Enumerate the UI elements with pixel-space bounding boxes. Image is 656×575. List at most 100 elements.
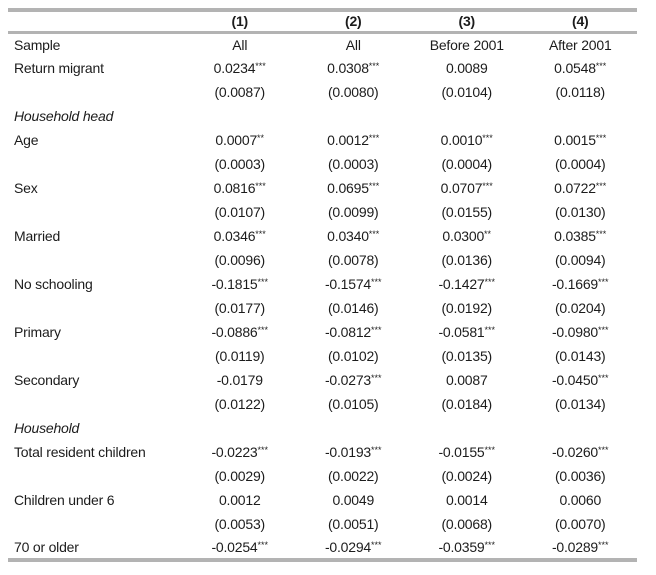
significance-stars: *** [255,181,266,191]
significance-stars: *** [595,181,607,191]
coefficient-value: 0.0015 [554,132,596,148]
significance-stars: *** [482,133,493,143]
value-cell: 0.0015*** [524,128,638,152]
coefficient-value: -0.0980 [551,324,599,340]
coefficient-value: 0.0300 [442,228,485,244]
value-cell: -0.0260*** [524,440,638,464]
value-cell: -0.1574*** [297,272,411,296]
significance-stars: *** [371,325,382,335]
value-cell [524,416,638,440]
row-label [8,464,183,488]
significance-stars: *** [595,133,607,143]
significance-stars: *** [257,277,269,287]
regression-table-body: Sample All All Before 2001 After 2001 Return … [8,32,637,560]
value-cell: 0.0007** [183,128,297,152]
table-row: Secondary -0.0179 -0.0273*** 0.0087 -0.0450*… [8,368,637,392]
row-label [8,344,183,368]
table-row: 70 or older -0.0254*** -0.0294*** -0.0359**… [8,536,637,560]
value-cell: 0.0722*** [524,176,638,200]
regression-table-header-row: (1) (2) (3) (4) [8,10,637,32]
value-cell: (0.0135) [441,348,493,364]
value-cell: 0.0695*** [297,176,411,200]
value-cell: All [345,36,361,53]
significance-stars: *** [598,540,609,550]
value-cell: (0.0024) [441,468,493,484]
value-cell: (0.0143) [554,348,606,364]
value-cell: (0.0204) [554,300,606,316]
value-cell: 0.0300** [410,224,524,248]
table-row: Sex 0.0816*** 0.0695*** 0.0707*** 0.0722*** [8,176,637,200]
value-cell: -0.0289*** [524,536,638,560]
table-row: Return migrant 0.0234*** 0.0308*** 0.0089 0.… [8,56,637,80]
value-cell: Before 2001 [429,36,504,53]
coefficient-value: -0.0359 [438,539,485,555]
row-label: Household head [14,108,114,124]
coefficient-value: 0.0012 [218,492,261,508]
value-cell: (0.0104) [441,84,493,100]
coefficient-value: 0.0012 [327,132,369,148]
significance-stars: *** [368,61,380,71]
value-cell: -0.0273*** [297,368,411,392]
significance-stars: *** [257,540,269,550]
value-cell: 0.0012*** [297,128,411,152]
row-label: Married [14,228,61,244]
value-cell [524,104,638,128]
value-cell: (0.0029) [214,468,266,484]
coefficient-value: -0.0179 [216,372,263,388]
row-label: Household [14,420,80,436]
value-cell: 0.0089 [410,56,524,80]
column-header: (2) [344,13,362,30]
table-row: (0.0087) (0.0080) (0.0104) (0.0118) [8,80,637,104]
table-row: Household head [8,104,637,128]
value-cell: -0.0254*** [183,536,297,560]
table-row: Age 0.0007** 0.0012*** 0.0010*** 0.0015*** [8,128,637,152]
significance-stars: *** [484,325,496,335]
value-cell: (0.0192) [441,300,493,316]
significance-stars: *** [598,325,609,335]
row-label: Sex [14,180,38,196]
coefficient-value: 0.0340 [327,228,369,244]
value-cell: (0.0118) [555,84,605,100]
table-row: Children under 6 0.0012 0.0049 0.0014 0.0060 [8,488,637,512]
significance-stars: *** [371,277,382,287]
significance-stars: ** [257,133,265,143]
value-cell: (0.0053) [214,516,266,532]
value-cell: (0.0130) [554,204,606,220]
coefficient-value: -0.0273 [324,372,372,388]
value-cell: (0.0004) [441,156,493,172]
significance-stars: *** [595,61,607,71]
coefficient-value: 0.0010 [440,132,483,148]
coefficient-value: 0.0816 [213,180,256,196]
value-cell: -0.1427*** [410,272,524,296]
value-cell: (0.0004) [554,156,606,172]
coefficient-value: 0.0087 [445,372,488,388]
table-row: (0.0003) (0.0003) (0.0004) (0.0004) [8,152,637,176]
significance-stars: *** [371,373,382,383]
table-row: (0.0096) (0.0078) (0.0136) (0.0094) [8,248,637,272]
value-cell: (0.0146) [327,300,379,316]
coefficient-value: 0.0346 [213,228,256,244]
value-cell: (0.0003) [327,156,379,172]
significance-stars: *** [368,181,380,191]
row-label: 70 or older [14,539,79,555]
value-cell: (0.0119) [214,348,265,364]
significance-stars: *** [482,181,493,191]
coefficient-value: -0.0812 [324,324,372,340]
row-label: Total resident children [14,444,146,460]
table-row: Total resident children -0.0223*** -0.0193… [8,440,637,464]
table-row: (0.0053) (0.0051) (0.0068) (0.0070) [8,512,637,536]
coefficient-value: -0.1574 [324,276,372,292]
significance-stars: *** [257,325,269,335]
significance-stars: *** [371,540,382,550]
row-label [8,200,183,224]
row-label: Return migrant [14,60,104,76]
significance-stars: *** [595,229,607,239]
value-cell: (0.0105) [327,396,379,412]
significance-stars: *** [368,229,380,239]
significance-stars: ** [484,229,492,239]
coefficient-value: -0.1815 [211,276,258,292]
row-label [8,296,183,320]
coefficient-value: -0.0254 [211,539,258,555]
table-row: (0.0107) (0.0099) (0.0155) (0.0130) [8,200,637,224]
value-cell: (0.0022) [327,468,379,484]
